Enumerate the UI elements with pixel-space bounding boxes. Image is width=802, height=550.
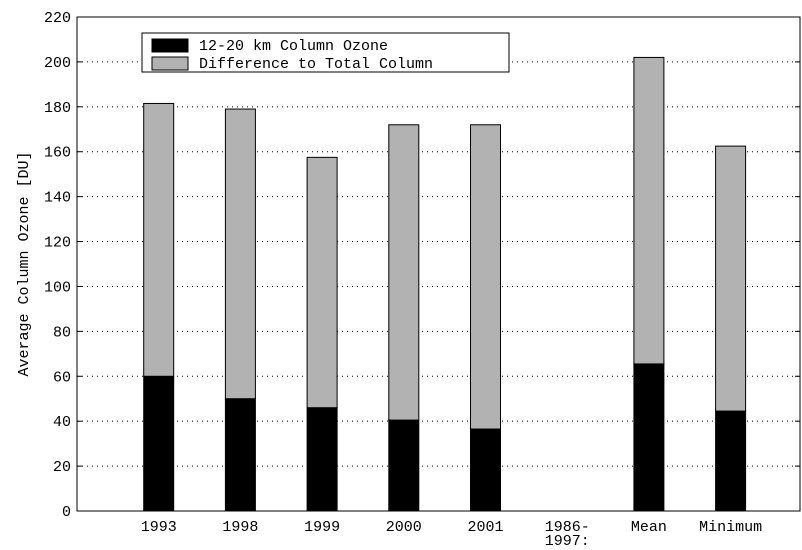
y-tick-label: 60 <box>53 369 71 386</box>
y-tick-label: 200 <box>44 55 71 72</box>
bar-segment <box>143 375 175 512</box>
y-tick-label: 80 <box>53 324 71 341</box>
x-tick-label: Mean <box>631 519 667 536</box>
x-tick-label: 1998 <box>222 519 258 536</box>
bar-segment <box>470 428 501 512</box>
y-tick-label: 180 <box>44 100 71 117</box>
bar-segment <box>633 363 665 512</box>
plot-frame <box>76 16 801 512</box>
y-axis-label: Average Column Ozone [DU] <box>16 151 33 376</box>
y-tick-label: 140 <box>44 190 71 207</box>
bar-segment <box>224 108 256 400</box>
y-tick-label: 20 <box>53 459 71 476</box>
bar-segment <box>715 410 747 512</box>
x-tick-label: 1993 <box>141 519 177 536</box>
y-tick-label: 40 <box>53 414 71 431</box>
legend-swatch <box>151 56 189 71</box>
y-tick-label: 220 <box>44 10 71 27</box>
y-tick-label: 120 <box>44 235 71 252</box>
x-tick-label: 1986-1997: <box>545 519 590 550</box>
bar-segment <box>224 398 256 512</box>
bar-segment <box>388 419 420 512</box>
legend-label: Difference to Total Column <box>199 56 433 73</box>
x-tick-label: Minimum <box>699 519 762 536</box>
y-tick-label: 160 <box>44 145 71 162</box>
bar-segment <box>306 156 338 409</box>
y-tick-label: 100 <box>44 279 71 296</box>
x-tick-label: 2001 <box>467 519 503 536</box>
y-tick-label: 0 <box>62 504 71 521</box>
bar-segment <box>715 145 747 412</box>
legend-box <box>141 32 510 73</box>
legend-swatch <box>151 38 189 53</box>
bar-segment <box>633 56 665 365</box>
bar-segment <box>470 124 501 430</box>
bar-segment <box>306 407 338 512</box>
legend-label: 12-20 km Column Ozone <box>199 38 388 55</box>
x-tick-label: 2000 <box>386 519 422 536</box>
bar-segment <box>143 102 175 377</box>
x-tick-label: 1999 <box>304 519 340 536</box>
bar-segment <box>388 124 420 421</box>
